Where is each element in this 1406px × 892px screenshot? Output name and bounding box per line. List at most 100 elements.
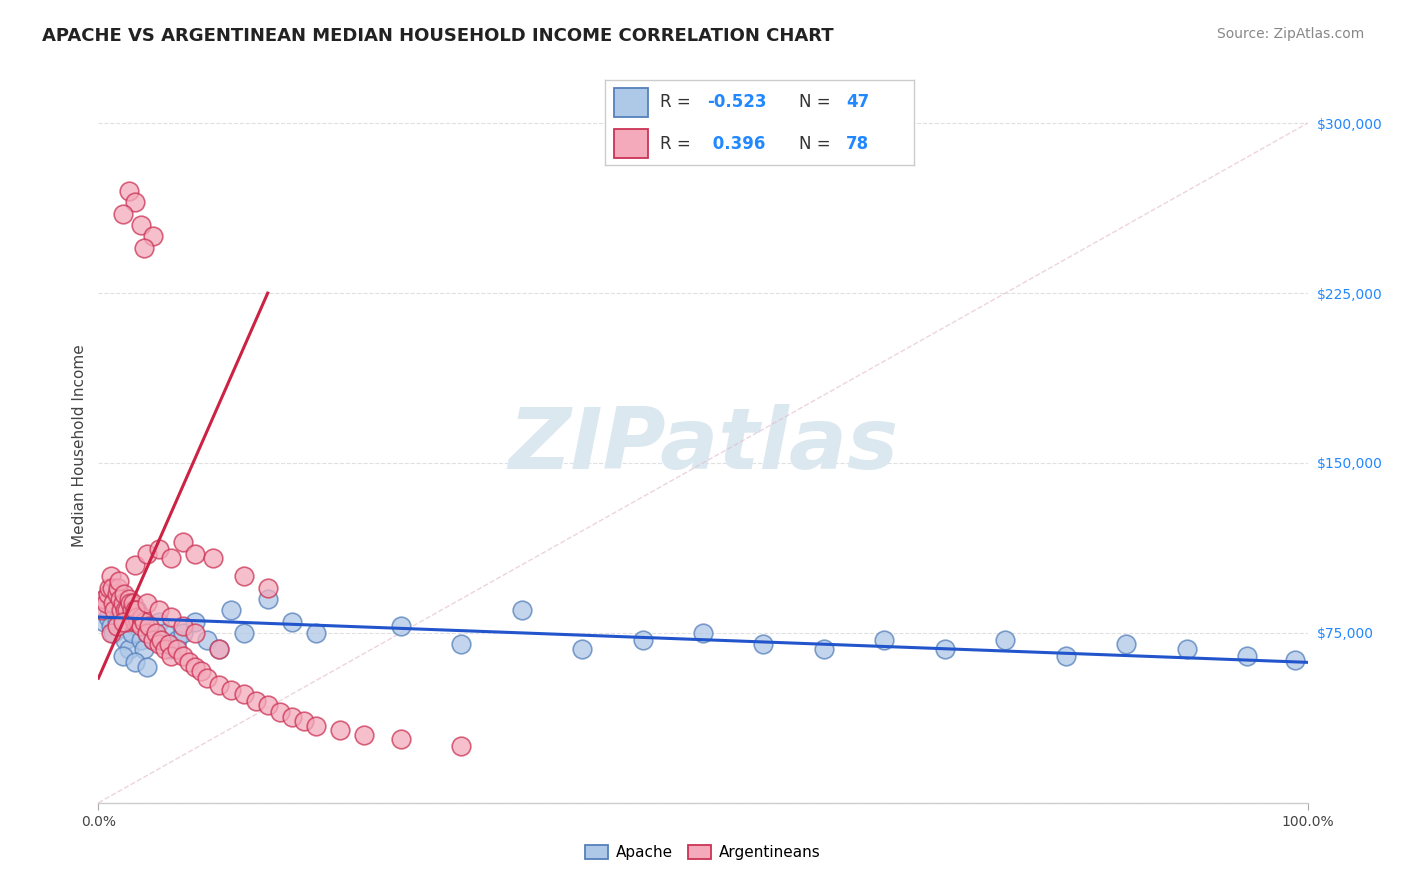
Point	[124, 558, 146, 572]
Point	[292, 714, 315, 729]
Point	[232, 569, 254, 583]
Point	[110, 603, 132, 617]
Point	[118, 597, 141, 611]
Point	[232, 687, 254, 701]
Point	[148, 615, 170, 629]
Text: Source: ZipAtlas.com: Source: ZipAtlas.com	[1216, 27, 1364, 41]
Point	[145, 626, 167, 640]
Point	[100, 626, 122, 640]
Point	[142, 229, 165, 244]
Point	[120, 610, 142, 624]
Point	[221, 603, 243, 617]
Point	[172, 626, 194, 640]
Point	[232, 626, 254, 640]
Text: 78: 78	[846, 135, 869, 153]
Point	[160, 610, 183, 624]
Point	[172, 648, 194, 663]
Point	[150, 632, 173, 647]
Point	[111, 597, 134, 611]
Point	[105, 619, 128, 633]
Point	[172, 619, 194, 633]
Point	[129, 619, 152, 633]
Point	[202, 551, 225, 566]
Point	[121, 603, 143, 617]
Bar	[614, 129, 648, 158]
Point	[114, 603, 136, 617]
Point	[450, 739, 472, 754]
Point	[127, 610, 149, 624]
Point	[108, 574, 131, 588]
Point	[1115, 637, 1137, 651]
Point	[389, 619, 412, 633]
Point	[353, 728, 375, 742]
Point	[166, 641, 188, 656]
Point	[111, 648, 134, 663]
Point	[93, 615, 115, 629]
Point	[111, 615, 134, 629]
Point	[934, 641, 956, 656]
Text: 0.396: 0.396	[707, 135, 765, 153]
Point	[571, 641, 593, 656]
Point	[125, 603, 148, 617]
Point	[118, 184, 141, 198]
Point	[208, 641, 231, 656]
Point	[138, 619, 160, 633]
Point	[172, 535, 194, 549]
Point	[153, 641, 176, 656]
Text: R =: R =	[661, 135, 696, 153]
Point	[153, 626, 176, 640]
Point	[135, 547, 157, 561]
Point	[692, 626, 714, 640]
Point	[281, 709, 304, 723]
Point	[124, 615, 146, 629]
Point	[208, 678, 231, 692]
Point	[631, 632, 654, 647]
Point	[129, 218, 152, 232]
Point	[752, 637, 775, 651]
Point	[305, 719, 328, 733]
Text: -0.523: -0.523	[707, 94, 766, 112]
Text: N =: N =	[800, 135, 837, 153]
Point	[94, 597, 117, 611]
Point	[135, 626, 157, 640]
Legend: Apache, Argentineans: Apache, Argentineans	[579, 839, 827, 866]
Point	[103, 603, 125, 617]
Point	[91, 603, 114, 617]
Point	[184, 547, 207, 561]
Point	[135, 597, 157, 611]
Point	[142, 632, 165, 647]
Point	[131, 610, 153, 624]
Point	[118, 591, 141, 606]
Point	[121, 626, 143, 640]
Point	[134, 615, 156, 629]
Point	[184, 660, 207, 674]
Point	[450, 637, 472, 651]
Point	[184, 626, 207, 640]
Point	[510, 603, 533, 617]
Point	[105, 587, 128, 601]
Point	[166, 632, 188, 647]
Point	[148, 542, 170, 557]
Point	[124, 603, 146, 617]
Point	[1175, 641, 1198, 656]
Point	[127, 615, 149, 629]
Point	[329, 723, 352, 738]
Point	[195, 671, 218, 685]
Point	[195, 632, 218, 647]
Point	[134, 241, 156, 255]
Point	[129, 632, 152, 647]
Point	[122, 597, 145, 611]
Y-axis label: Median Household Income: Median Household Income	[72, 344, 87, 548]
Point	[97, 610, 120, 624]
Point	[100, 581, 122, 595]
Point	[107, 581, 129, 595]
Point	[127, 603, 149, 617]
Point	[1236, 648, 1258, 663]
Point	[1284, 653, 1306, 667]
Point	[873, 632, 896, 647]
Point	[100, 569, 122, 583]
Text: ZIPatlas: ZIPatlas	[508, 404, 898, 488]
Point	[281, 615, 304, 629]
Point	[124, 656, 146, 670]
Point	[245, 694, 267, 708]
